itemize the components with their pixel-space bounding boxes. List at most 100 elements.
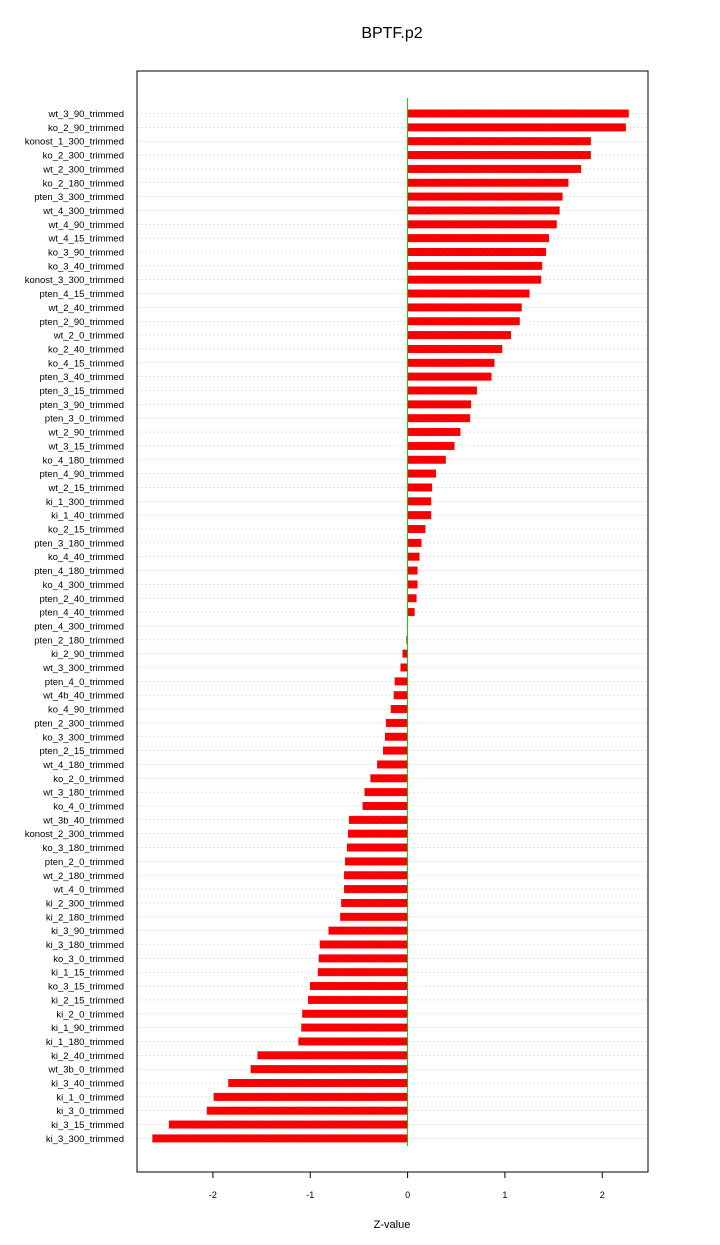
bar bbox=[407, 455, 446, 464]
category-label: pten_2_15_trimmed bbox=[40, 746, 125, 757]
x-tick-label: 1 bbox=[502, 1190, 507, 1200]
category-label: ki_1_40_trimmed bbox=[51, 511, 124, 522]
bar bbox=[377, 760, 408, 769]
category-labels: wt_3_90_trimmed ko_2_90_trimmed konost_1_3… bbox=[25, 109, 124, 1145]
category-label: pten_4_0_trimmed bbox=[45, 677, 124, 688]
category-label: pten_3_90_trimmed bbox=[40, 400, 125, 411]
category-label: ki_2_15_trimmed bbox=[51, 995, 124, 1006]
category-label: wt_4_15_trimmed bbox=[47, 234, 124, 245]
category-label: wt_2_40_trimmed bbox=[47, 303, 124, 314]
bar bbox=[341, 898, 408, 907]
bar bbox=[319, 940, 408, 949]
chart-title: BPTF.p2 bbox=[361, 25, 422, 42]
bar bbox=[407, 469, 437, 478]
bar bbox=[348, 815, 408, 824]
category-label: ki_3_180_trimmed bbox=[46, 940, 124, 951]
bar bbox=[328, 926, 408, 935]
bar bbox=[301, 1023, 408, 1032]
category-label: pten_3_40_trimmed bbox=[40, 372, 125, 383]
plot-frame bbox=[136, 70, 649, 1173]
bar bbox=[407, 123, 626, 132]
bar bbox=[206, 1106, 408, 1115]
category-label: ko_2_0_trimmed bbox=[53, 774, 124, 785]
bar bbox=[407, 580, 418, 589]
category-label: ko_3_90_trimmed bbox=[48, 248, 124, 259]
bar bbox=[407, 552, 420, 561]
bar bbox=[407, 289, 530, 298]
category-label: ko_4_90_trimmed bbox=[48, 705, 124, 716]
x-tick-label: -2 bbox=[209, 1190, 217, 1200]
x-tick-label: 0 bbox=[405, 1190, 410, 1200]
category-label: pten_4_300_trimmed bbox=[34, 621, 124, 632]
category-label: pten_2_40_trimmed bbox=[40, 594, 125, 605]
category-label: pten_4_15_trimmed bbox=[40, 289, 125, 300]
category-label: konost_3_300_trimmed bbox=[25, 275, 124, 286]
x-axis-label: Z-value bbox=[374, 1219, 411, 1231]
x-tick-label: 2 bbox=[600, 1190, 605, 1200]
bar bbox=[364, 788, 408, 797]
bar bbox=[340, 912, 408, 921]
bar bbox=[407, 344, 503, 353]
category-label: ko_3_40_trimmed bbox=[48, 261, 124, 272]
bar bbox=[383, 746, 408, 755]
bar bbox=[318, 954, 408, 963]
bar bbox=[257, 1051, 408, 1060]
category-label: wt_4_0_trimmed bbox=[53, 885, 124, 896]
x-axis-ticks: -2 -1 0 1 2 bbox=[209, 1172, 605, 1200]
category-label: wt_3b_0_trimmed bbox=[47, 1065, 124, 1076]
category-label: pten_3_15_trimmed bbox=[40, 386, 125, 397]
category-label: wt_3_300_trimmed bbox=[42, 663, 124, 674]
bar bbox=[402, 649, 408, 658]
category-label: wt_3_15_trimmed bbox=[47, 441, 124, 452]
category-label: wt_3_180_trimmed bbox=[42, 788, 124, 799]
category-label: pten_3_300_trimmed bbox=[34, 192, 124, 203]
bar bbox=[407, 386, 477, 395]
category-label: konost_1_300_trimmed bbox=[25, 137, 124, 148]
category-label: wt_2_300_trimmed bbox=[42, 164, 124, 175]
category-label: ko_2_40_trimmed bbox=[48, 344, 124, 355]
bar bbox=[407, 275, 542, 284]
bar bbox=[407, 441, 455, 450]
bar bbox=[228, 1079, 408, 1087]
x-tick-label: -1 bbox=[306, 1190, 314, 1200]
category-label: ko_2_180_trimmed bbox=[43, 178, 124, 189]
category-label: ki_1_300_trimmed bbox=[46, 497, 124, 508]
category-label: ko_4_0_trimmed bbox=[53, 802, 124, 813]
bar bbox=[407, 192, 563, 201]
bar bbox=[168, 1120, 408, 1129]
bar bbox=[390, 705, 408, 714]
bar bbox=[344, 871, 408, 880]
category-label: ki_2_40_trimmed bbox=[51, 1051, 124, 1062]
category-label: ki_1_90_trimmed bbox=[51, 1023, 124, 1034]
category-label: ko_3_0_trimmed bbox=[53, 954, 124, 965]
category-label: ko_2_15_trimmed bbox=[48, 525, 124, 536]
category-label: wt_4b_40_trimmed bbox=[42, 691, 124, 702]
category-label: pten_4_90_trimmed bbox=[40, 469, 125, 480]
bar bbox=[407, 525, 426, 533]
category-label: wt_2_90_trimmed bbox=[47, 428, 124, 439]
bar bbox=[308, 995, 408, 1004]
bar bbox=[407, 511, 432, 520]
category-label: ki_3_15_trimmed bbox=[51, 1120, 124, 1131]
category-label: pten_4_180_trimmed bbox=[34, 566, 124, 577]
bar bbox=[347, 829, 408, 838]
category-label: ki_1_180_trimmed bbox=[46, 1037, 124, 1048]
bar bbox=[407, 372, 492, 381]
bar bbox=[407, 109, 629, 118]
category-label: pten_3_180_trimmed bbox=[34, 538, 124, 549]
category-label: ki_1_15_trimmed bbox=[51, 968, 124, 979]
bar bbox=[407, 178, 569, 187]
category-label: pten_2_180_trimmed bbox=[34, 635, 124, 646]
bar bbox=[362, 802, 408, 810]
bar bbox=[407, 137, 591, 146]
category-label: ko_3_180_trimmed bbox=[43, 843, 124, 854]
category-label: ki_3_300_trimmed bbox=[46, 1134, 124, 1145]
category-label: pten_2_0_trimmed bbox=[45, 857, 124, 868]
category-label: wt_3_90_trimmed bbox=[47, 109, 124, 120]
bars bbox=[152, 109, 629, 1143]
category-label: pten_2_300_trimmed bbox=[34, 718, 124, 729]
category-label: pten_4_40_trimmed bbox=[40, 608, 125, 619]
bar bbox=[407, 151, 591, 160]
category-label: ki_3_40_trimmed bbox=[51, 1079, 124, 1090]
bar bbox=[317, 968, 408, 977]
